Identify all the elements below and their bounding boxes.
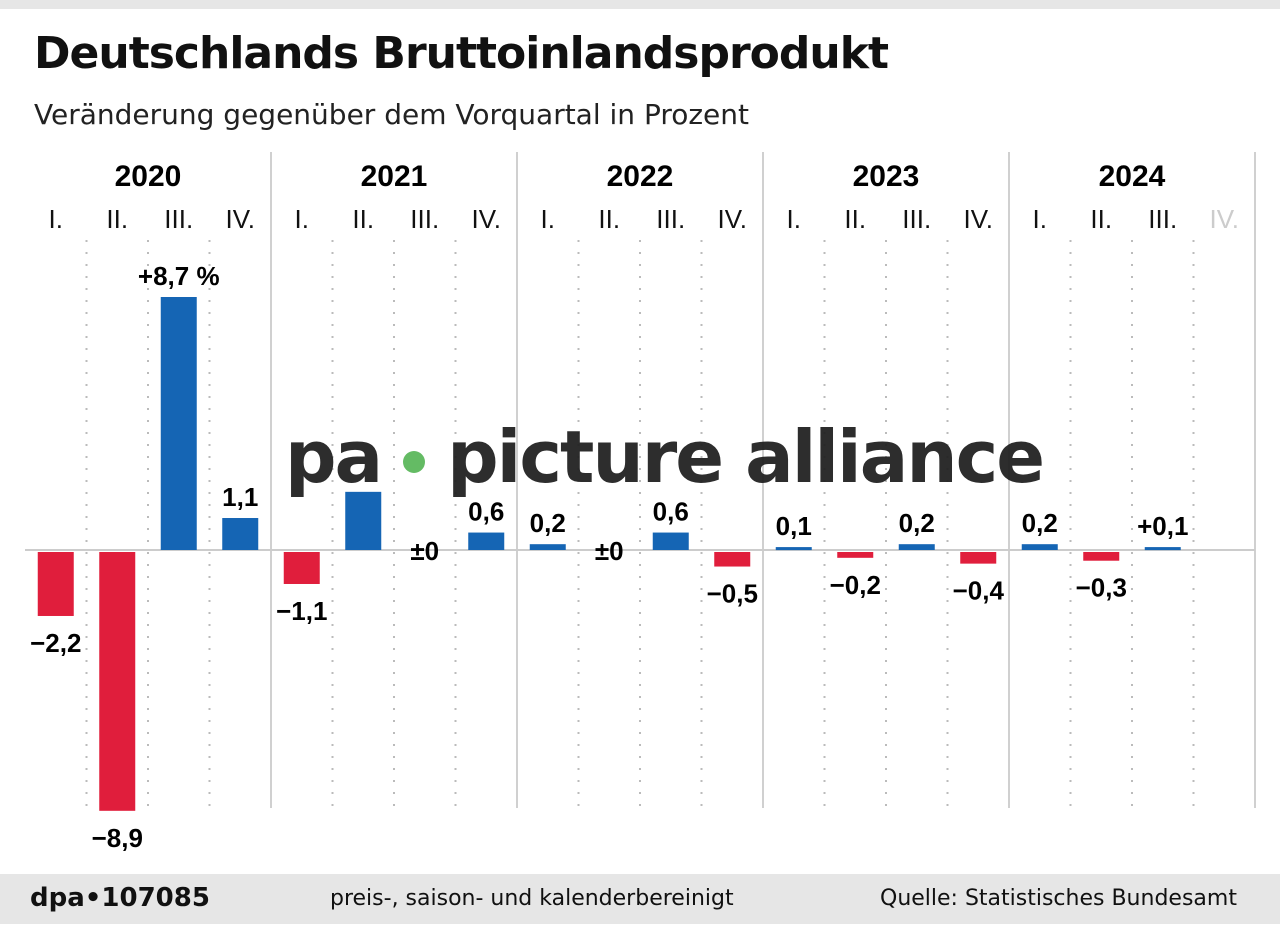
quarter-label: IV. xyxy=(964,204,993,234)
watermark-dot-icon xyxy=(403,451,426,474)
data-label: −1,1 xyxy=(276,596,327,626)
data-label: −0,5 xyxy=(707,579,758,609)
data-label: 0,1 xyxy=(776,511,812,541)
quarter-label: I. xyxy=(49,204,63,234)
data-label: 0,6 xyxy=(653,497,689,527)
quarter-label: I. xyxy=(295,204,309,234)
data-label: 0,2 xyxy=(899,508,935,538)
quarter-label: II. xyxy=(844,204,866,234)
watermark: pa picture alliance xyxy=(285,415,1045,499)
quarter-label: I. xyxy=(1033,204,1047,234)
source: Quelle: Statistisches Bundesamt xyxy=(880,886,1237,911)
quarter-label: IV. xyxy=(472,204,501,234)
bar xyxy=(160,297,197,550)
bar xyxy=(837,552,874,558)
footer-note: preis-, saison- und kalenderbereinigt xyxy=(330,886,734,911)
bar xyxy=(529,544,566,550)
quarter-label: II. xyxy=(106,204,128,234)
bar xyxy=(1083,552,1120,561)
data-label: 1,1 xyxy=(222,482,258,512)
data-label: ±0 xyxy=(410,536,439,566)
quarter-label: II. xyxy=(1090,204,1112,234)
year-label: 2024 xyxy=(1099,160,1166,193)
quarter-label: III. xyxy=(656,204,685,234)
year-label: 2022 xyxy=(607,160,674,193)
bar xyxy=(37,552,74,616)
bar xyxy=(99,552,136,811)
quarter-label: IV. xyxy=(718,204,747,234)
bar xyxy=(222,518,259,550)
dpa-logo: dpa•107085 xyxy=(30,883,210,913)
quarter-label: I. xyxy=(541,204,555,234)
data-label: −2,2 xyxy=(30,628,81,658)
quarter-label: II. xyxy=(352,204,374,234)
bar-chart: 2020 2021 2022 2023 2024 I. −2,2 II. −8,9 III. +8,… xyxy=(25,152,1256,853)
data-label: −0,3 xyxy=(1076,573,1127,603)
data-label: −0,4 xyxy=(953,576,1005,606)
quarter-label: IV. xyxy=(226,204,255,234)
bar xyxy=(345,491,382,550)
chart-subtitle: Veränderung gegenüber dem Vorquartal in … xyxy=(34,98,750,131)
bar xyxy=(652,532,689,550)
bar xyxy=(1021,544,1058,550)
data-label: 0,2 xyxy=(1022,508,1058,538)
data-label: −8,9 xyxy=(92,823,143,853)
data-label: 0,6 xyxy=(468,497,504,527)
quarter-label: II. xyxy=(598,204,620,234)
chart-title: Deutschlands Bruttoinlandsprodukt xyxy=(34,28,889,79)
quarter-label: IV. xyxy=(1210,204,1239,234)
quarter-label: I. xyxy=(787,204,801,234)
year-label: 2023 xyxy=(853,160,920,193)
top-bar xyxy=(0,0,1280,9)
footer: dpa•107085 preis-, saison- und kalenderb… xyxy=(0,874,1280,924)
data-label: +0,1 xyxy=(1137,511,1188,541)
bar xyxy=(283,552,320,584)
data-label: ±0 xyxy=(595,536,624,566)
year-label: 2021 xyxy=(361,160,428,193)
quarter-label: III. xyxy=(410,204,439,234)
quarter-label: III. xyxy=(1148,204,1177,234)
quarter-label: III. xyxy=(902,204,931,234)
bar xyxy=(898,544,935,550)
year-label: 2020 xyxy=(115,160,182,193)
bar xyxy=(714,552,751,567)
quarter-label: III. xyxy=(164,204,193,234)
bar xyxy=(468,532,505,550)
bar xyxy=(775,547,812,551)
data-label: +8,7 % xyxy=(138,261,220,291)
bar xyxy=(960,552,997,564)
data-label: −0,2 xyxy=(830,570,881,600)
bar xyxy=(1144,547,1181,551)
data-label: 0,2 xyxy=(530,508,566,538)
